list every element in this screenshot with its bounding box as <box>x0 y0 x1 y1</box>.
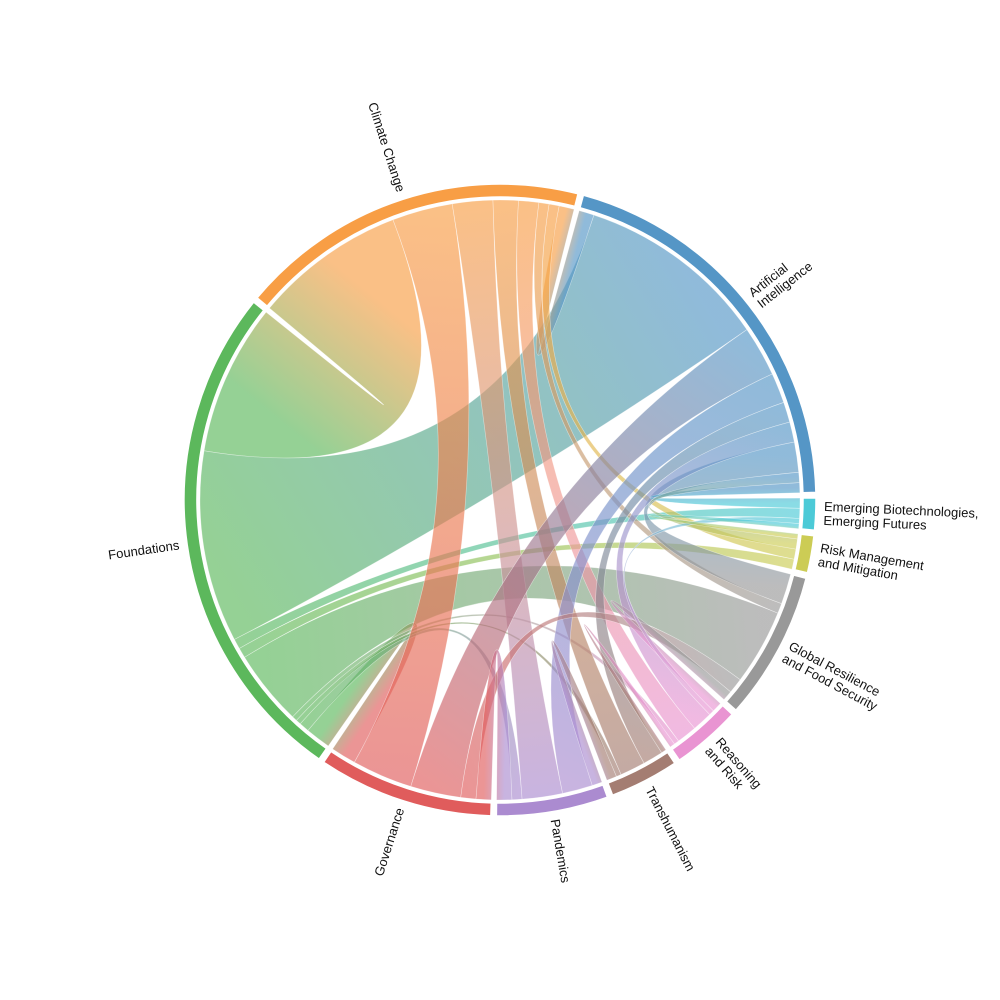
group-label-line: Emerging Biotechnologies, <box>824 499 979 521</box>
ribbon <box>551 640 617 786</box>
group-label-line: Foundations <box>107 537 180 562</box>
group-label: Emerging Biotechnologies,Emerging Future… <box>823 499 979 533</box>
group-label-line: Climate Change <box>365 100 408 193</box>
group-label: Pandemics <box>548 818 574 884</box>
group-arc <box>606 751 676 797</box>
group-arc <box>495 783 609 817</box>
ribbon <box>649 482 801 509</box>
group-arc <box>800 497 817 532</box>
ribbon <box>475 649 513 801</box>
ribbon <box>203 219 422 459</box>
ribbon <box>583 623 675 754</box>
group-label: Climate Change <box>365 100 408 193</box>
ribbons <box>199 199 801 801</box>
group-arcs <box>183 183 817 817</box>
group-arc <box>322 750 493 817</box>
group-arc <box>670 704 734 762</box>
group-label: Governance <box>371 806 407 878</box>
group-label-line: Transhumanism <box>643 784 699 873</box>
group-arc <box>579 194 817 494</box>
group-arc <box>793 533 815 574</box>
group-arc <box>725 574 808 712</box>
group-arc <box>256 183 579 308</box>
group-arc <box>183 301 328 761</box>
ribbon <box>610 600 732 712</box>
group-label-line: Governance <box>371 806 407 878</box>
ribbon <box>649 514 800 540</box>
group-label: Foundations <box>107 537 180 562</box>
group-label-line: Emerging Futures <box>823 513 927 533</box>
ribbon <box>623 516 800 715</box>
group-label-line: Pandemics <box>548 818 574 884</box>
group-label: Transhumanism <box>643 784 699 873</box>
ribbon <box>535 205 595 356</box>
